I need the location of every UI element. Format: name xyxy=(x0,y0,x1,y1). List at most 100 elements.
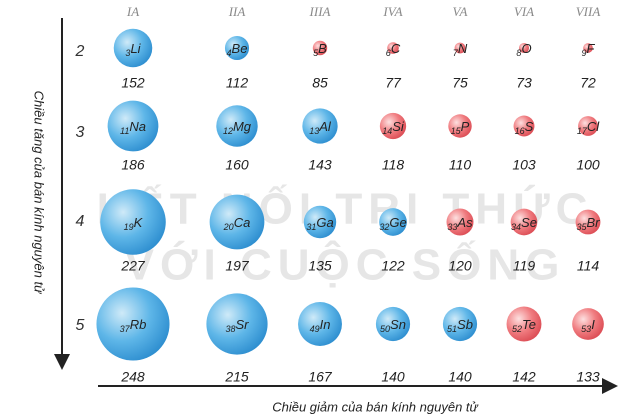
value-label: 143 xyxy=(308,157,332,173)
atomic-number: 7 xyxy=(453,48,459,58)
value-label: 186 xyxy=(121,157,145,173)
atom-bubble xyxy=(209,194,265,250)
atom-bubble xyxy=(224,35,250,61)
atom-bubble xyxy=(578,116,598,136)
value-label: 167 xyxy=(308,369,333,385)
value-label: 152 xyxy=(121,75,145,91)
atomic-number: 52 xyxy=(512,324,522,334)
group-label: IA xyxy=(126,4,139,19)
atomic-number: 32 xyxy=(379,222,389,232)
element-label: 50Sn xyxy=(380,317,406,334)
atom-bubble xyxy=(113,28,153,68)
element-symbol: Rb xyxy=(130,317,147,332)
value-label: 103 xyxy=(512,157,536,173)
element-symbol: Sb xyxy=(457,317,473,332)
element-label: 33As xyxy=(447,215,473,232)
value-label: 100 xyxy=(576,157,600,173)
element-label: 12Mg xyxy=(223,119,252,136)
element-symbol: Sr xyxy=(236,317,250,332)
atomic-number: 31 xyxy=(306,222,316,232)
value-label: 135 xyxy=(308,258,332,274)
atomic-number: 14 xyxy=(382,126,392,136)
element-label: 6C xyxy=(386,41,401,58)
watermark: VỚI CUỘC SỐNG xyxy=(125,239,566,290)
atom-bubble xyxy=(513,115,535,137)
element-label: 19K xyxy=(124,215,144,232)
element-symbol: O xyxy=(521,41,531,56)
atom-bubble xyxy=(107,100,159,152)
value-label: 118 xyxy=(382,157,405,173)
element-symbol: N xyxy=(458,41,468,56)
value-label: 215 xyxy=(224,369,249,385)
value-label: 120 xyxy=(448,258,472,274)
element-symbol: Ca xyxy=(234,215,251,230)
atom-bubble xyxy=(303,205,337,239)
period-label: 3 xyxy=(76,124,85,141)
group-label: VA xyxy=(453,4,468,19)
element-symbol: K xyxy=(134,215,144,230)
element-symbol: Ge xyxy=(389,215,406,230)
element-symbol: Se xyxy=(521,215,537,230)
atomic-number: 17 xyxy=(577,126,588,136)
element-symbol: P xyxy=(461,119,470,134)
atomic-number: 20 xyxy=(223,222,234,232)
element-symbol: Ga xyxy=(316,215,333,230)
atom-bubble xyxy=(446,208,474,236)
atomic-number: 16 xyxy=(515,126,525,136)
value-label: 77 xyxy=(385,75,402,91)
element-label: 11Na xyxy=(120,119,146,136)
element-symbol: F xyxy=(587,41,596,56)
atom-bubble xyxy=(575,209,601,235)
element-symbol: S xyxy=(525,119,534,134)
atomic-number: 33 xyxy=(447,222,457,232)
atomic-number: 11 xyxy=(120,126,129,136)
y-axis-label: Chiều tăng của bán kính nguyên tử xyxy=(32,91,47,294)
element-label: 20Ca xyxy=(223,215,251,232)
atom-bubble xyxy=(216,105,258,147)
element-label: 35Br xyxy=(576,215,600,232)
value-label: 227 xyxy=(120,258,146,274)
element-label: 53I xyxy=(581,317,595,334)
element-symbol: Mg xyxy=(233,119,252,134)
value-label: 140 xyxy=(448,369,472,385)
value-label: 72 xyxy=(580,75,596,91)
element-label: 32Ge xyxy=(379,215,406,232)
value-label: 122 xyxy=(381,258,405,274)
atom-bubble xyxy=(583,43,593,53)
element-label: 9F xyxy=(582,41,596,58)
value-label: 197 xyxy=(225,258,250,274)
element-label: 7N xyxy=(453,41,468,58)
value-label: 110 xyxy=(449,157,472,173)
atom-bubble xyxy=(100,189,166,255)
element-label: 34Se xyxy=(511,215,537,232)
atom-bubble xyxy=(302,108,338,144)
element-label: 4Be xyxy=(227,41,248,58)
period-label: 4 xyxy=(76,213,85,230)
group-label: IIA xyxy=(228,4,246,19)
atomic-number: 15 xyxy=(451,126,462,136)
atom-bubble xyxy=(448,114,472,138)
element-symbol: I xyxy=(591,317,595,332)
x-axis-label: Chiều giảm của bán kính nguyên tử xyxy=(272,399,478,414)
element-label: 14Si xyxy=(382,119,405,136)
atom-bubble xyxy=(506,306,542,342)
atom-bubble xyxy=(206,293,268,355)
element-symbol: Al xyxy=(318,119,332,134)
value-label: 119 xyxy=(513,258,536,274)
element-symbol: Si xyxy=(392,119,405,134)
element-label: 38Sr xyxy=(225,317,249,334)
atom-bubble xyxy=(298,302,342,346)
atomic-number: 8 xyxy=(516,48,521,58)
atomic-number: 9 xyxy=(582,48,587,58)
element-symbol: Na xyxy=(129,119,146,134)
value-label: 248 xyxy=(120,369,145,385)
atom-bubble xyxy=(96,287,170,361)
element-symbol: As xyxy=(456,215,473,230)
watermark: KẾT NỐI TRI THỨC xyxy=(97,183,594,234)
element-label: 3Li xyxy=(125,41,141,58)
atomic-number: 19 xyxy=(124,222,134,232)
group-label: VIIA xyxy=(576,4,601,19)
element-label: 49In xyxy=(310,317,331,334)
element-symbol: Sn xyxy=(390,317,406,332)
